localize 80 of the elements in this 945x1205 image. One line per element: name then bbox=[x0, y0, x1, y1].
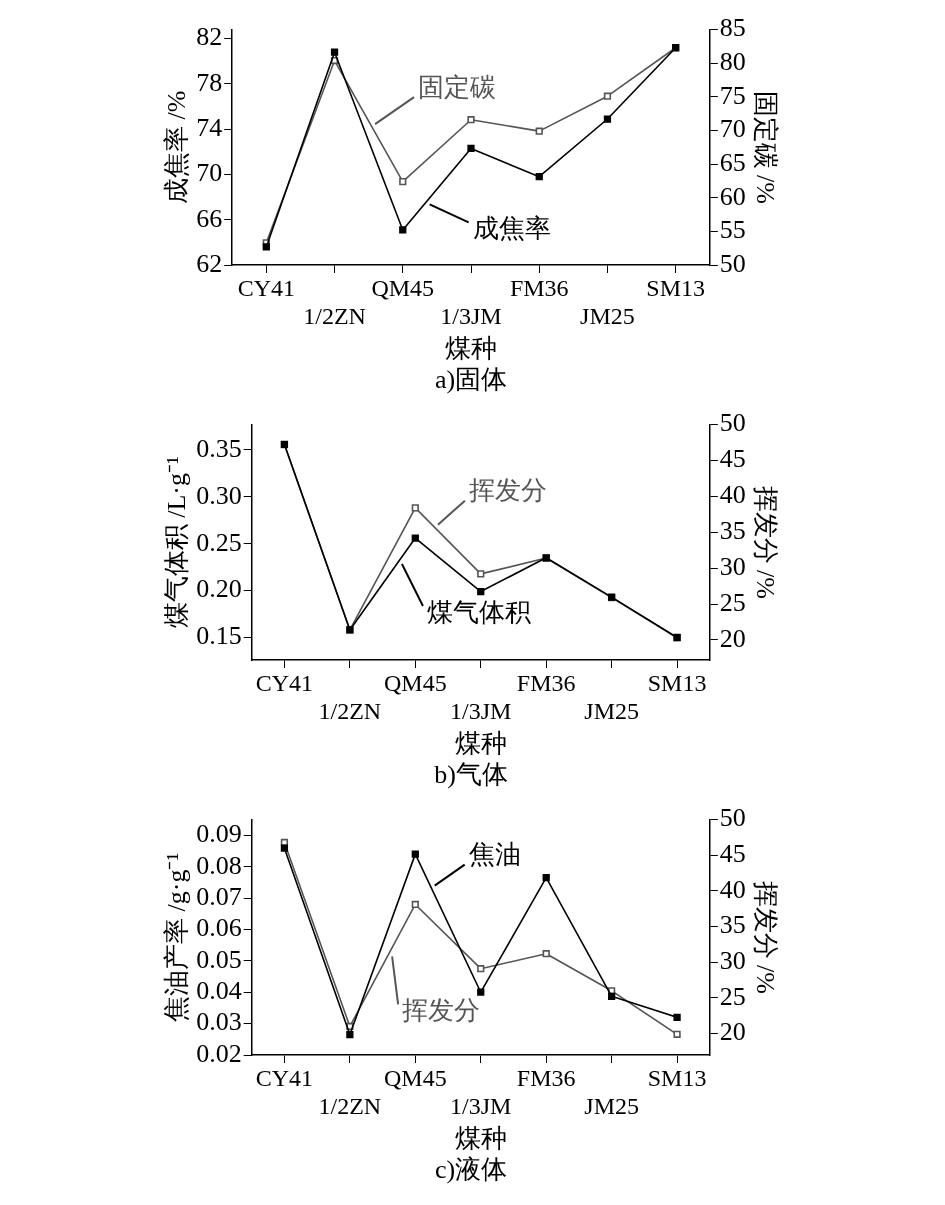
y2-tick-label: 30 bbox=[719, 551, 746, 581]
y-axis-title: 成焦率 /% bbox=[161, 90, 191, 204]
text: b)气体 bbox=[433, 760, 508, 790]
y2-tick-label: 60 bbox=[719, 181, 746, 211]
y-tick-label: 0.25 bbox=[195, 527, 242, 557]
text: a)固体 bbox=[434, 365, 507, 395]
y-tick-label: 62 bbox=[195, 248, 222, 278]
x-tick-label: 1/2ZN bbox=[318, 698, 381, 725]
y2-tick-label: 80 bbox=[719, 47, 746, 77]
x-tick-label: QM45 bbox=[383, 669, 447, 696]
y2-tick-label: 35 bbox=[719, 516, 746, 546]
y-tick-label: 0.35 bbox=[195, 433, 242, 463]
series-label: 焦油 bbox=[468, 840, 521, 870]
legend-label: 煤气体积 bbox=[426, 597, 531, 627]
x-tick-label: CY41 bbox=[255, 669, 313, 696]
x-axis-title: 煤种 bbox=[454, 729, 507, 759]
y2-tick-label: 20 bbox=[719, 1017, 746, 1047]
x-tick-label: SM13 bbox=[647, 669, 706, 696]
y-tick-label: 0.20 bbox=[195, 574, 242, 604]
x-tick-label: QM45 bbox=[383, 1064, 447, 1091]
y-tick-label: 0.08 bbox=[195, 850, 242, 880]
x-tick-label: CY41 bbox=[237, 274, 295, 301]
y2-tick-label: 55 bbox=[719, 215, 746, 245]
x-tick-label: CY41 bbox=[255, 1064, 313, 1091]
x-tick-label: 1/3JM bbox=[449, 698, 511, 725]
y2-tick-label: 20 bbox=[719, 623, 746, 653]
y-tick-label: 0.02 bbox=[195, 1038, 242, 1068]
y2-tick-label: 45 bbox=[719, 839, 746, 869]
y2-tick-label: 35 bbox=[719, 910, 746, 940]
text: c)液体 bbox=[434, 1155, 507, 1185]
x-tick-label: 1/3JM bbox=[439, 303, 502, 330]
y-tick-label: 0.30 bbox=[195, 480, 242, 510]
x-tick-label: FM36 bbox=[516, 1064, 576, 1091]
x-axis-title: 煤种 bbox=[444, 334, 497, 364]
series-label: 挥发分 bbox=[468, 476, 547, 506]
y-axis-title: 焦油产率 /g·g⁻¹ bbox=[161, 852, 191, 1022]
x-tick-label: JM25 bbox=[579, 303, 635, 330]
y-tick-label: 78 bbox=[195, 67, 222, 97]
y2-tick-label: 40 bbox=[719, 874, 746, 904]
y2-tick-label: 70 bbox=[719, 114, 746, 144]
x-tick-label: SM13 bbox=[647, 1064, 706, 1091]
x-tick-label: FM36 bbox=[509, 274, 569, 301]
y2-tick-label: 30 bbox=[719, 946, 746, 976]
y2-axis-title: 固定碳 /% bbox=[750, 90, 780, 204]
y2-tick-label: 25 bbox=[719, 587, 746, 617]
y-tick-label: 0.09 bbox=[195, 819, 242, 849]
y-tick-label: 82 bbox=[195, 22, 222, 52]
x-tick-label: 1/2ZN bbox=[318, 1093, 381, 1120]
y-tick-label: 0.03 bbox=[195, 1007, 242, 1037]
y2-axis-title: 挥发分 /% bbox=[750, 880, 780, 994]
y-tick-label: 74 bbox=[195, 113, 222, 143]
x-tick-label: FM36 bbox=[516, 669, 576, 696]
x-tick-label: 1/2ZN bbox=[302, 303, 366, 330]
y2-axis-title: 挥发分 /% bbox=[750, 485, 780, 599]
x-tick-label: JM25 bbox=[583, 1093, 639, 1120]
y-tick-label: 70 bbox=[195, 158, 222, 188]
y-tick-label: 0.05 bbox=[195, 944, 242, 974]
x-tick-label: 1/3JM bbox=[449, 1093, 511, 1120]
y-tick-label: 0.04 bbox=[195, 976, 242, 1006]
y-axis-title: 煤气体积 /L·g⁻¹ bbox=[161, 456, 191, 629]
y2-tick-label: 25 bbox=[719, 981, 746, 1011]
y2-tick-label: 40 bbox=[719, 480, 746, 510]
y-tick-label: 0.15 bbox=[195, 621, 242, 651]
y2-tick-label: 45 bbox=[719, 444, 746, 474]
y2-tick-label: 50 bbox=[719, 408, 746, 438]
y-tick-label: 66 bbox=[195, 203, 222, 233]
y2-tick-label: 85 bbox=[719, 13, 746, 43]
x-axis-title: 煤种 bbox=[454, 1124, 507, 1154]
x-tick-label: JM25 bbox=[583, 698, 639, 725]
y-tick-label: 0.06 bbox=[195, 913, 242, 943]
y2-tick-label: 50 bbox=[719, 248, 746, 278]
x-tick-label: QM45 bbox=[370, 274, 434, 301]
series-label: 固定碳 bbox=[417, 72, 496, 102]
y-tick-label: 0.07 bbox=[195, 881, 242, 911]
y2-tick-label: 50 bbox=[719, 803, 746, 833]
y2-tick-label: 65 bbox=[719, 147, 746, 177]
legend-label: 成焦率 bbox=[472, 214, 551, 244]
x-tick-label: SM13 bbox=[645, 274, 705, 301]
legend-label: 挥发分 bbox=[401, 996, 480, 1026]
y2-tick-label: 75 bbox=[719, 80, 746, 110]
